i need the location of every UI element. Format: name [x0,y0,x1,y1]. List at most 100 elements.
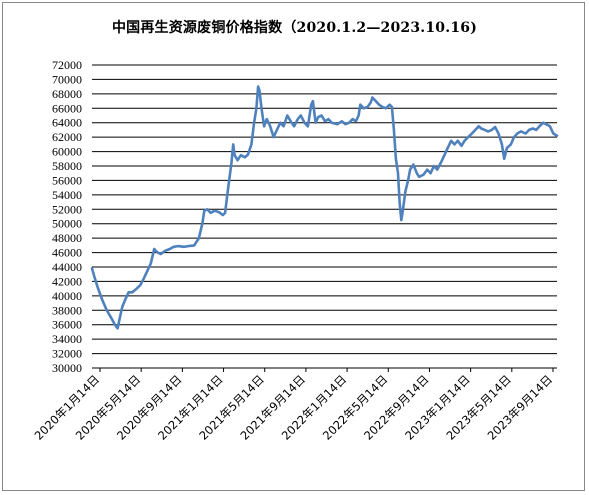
data-point-52 [266,118,268,120]
data-point-66 [312,100,314,102]
data-point-138 [542,122,544,124]
data-point-115 [463,140,466,142]
data-point-58 [286,114,288,117]
data-point-32 [210,212,212,214]
data-point-12 [131,291,133,293]
data-point-103 [422,174,425,176]
data-point-78 [355,120,357,122]
y-axis-tick-labels: 3000032000340003600038000400004200044000… [52,58,82,375]
y-tick-label-15: 60000 [52,145,82,159]
y-tick-label-12: 54000 [52,188,82,202]
data-point-29 [201,223,203,225]
data-point-102 [418,176,420,178]
data-point-91 [393,129,395,131]
data-point-77 [352,118,354,120]
y-tick-label-10: 50000 [52,217,82,231]
data-point-124 [494,126,496,128]
data-point-116 [467,136,469,138]
data-point-106 [433,165,435,167]
data-point-122 [487,130,489,132]
chart-title: 中国再生资源废铜价格指数（2020.1.2—2023.10.16) [111,20,478,36]
data-point-14 [139,284,141,286]
data-point-46 [253,122,255,124]
data-point-55 [276,129,278,131]
data-point-141 [552,132,554,135]
y-tick-label-2: 34000 [52,332,82,346]
data-point-85 [375,100,377,102]
data-point-41 [237,159,239,161]
data-point-18 [153,248,155,250]
y-tick-label-17: 64000 [52,116,82,130]
data-point-35 [222,214,224,216]
data-point-83 [370,101,372,104]
y-tick-label-1: 32000 [52,347,82,361]
data-point-74 [341,120,343,122]
data-point-120 [480,127,482,130]
data-point-63 [303,122,306,124]
data-point-68 [317,116,319,118]
y-tick-label-18: 66000 [52,101,82,115]
data-point-16 [146,270,149,272]
data-point-109 [443,154,445,156]
data-point-79 [358,114,360,117]
data-point-140 [549,125,551,127]
data-point-70 [324,120,326,122]
data-point-117 [471,132,473,135]
data-point-88 [385,107,387,109]
data-point-54 [273,136,275,138]
data-point-28 [198,237,200,239]
data-point-129 [510,143,512,145]
data-point-59 [290,120,292,122]
data-point-134 [528,129,530,131]
data-point-118 [474,129,476,131]
data-point-80 [359,104,361,106]
y-tick-label-5: 40000 [52,289,82,303]
y-tick-label-6: 42000 [52,274,82,288]
y-tick-label-7: 44000 [52,260,82,274]
data-point-44 [247,153,249,156]
data-point-96 [402,208,404,210]
data-point-98 [407,179,409,181]
series-layer [90,85,559,330]
data-point-21 [164,250,166,252]
data-point-139 [545,123,547,125]
data-point-36 [224,212,226,214]
data-point-60 [293,125,295,127]
data-point-47 [255,107,257,109]
data-point-37 [227,187,229,189]
data-point-108 [440,161,442,163]
data-point-113 [457,140,459,142]
x-axis: 2020年1月14日2020年5月14日2020年9月14日2021年1月14日… [32,367,557,443]
data-point-45 [250,143,252,145]
data-point-87 [381,106,383,108]
data-point-39 [232,143,234,145]
y-tick-label-4: 38000 [52,303,82,317]
data-point-100 [412,164,414,166]
data-point-43 [244,156,246,158]
y-tick-label-3: 36000 [52,318,82,332]
data-point-26 [187,245,190,247]
data-point-33 [214,210,216,212]
chart-frame [2,2,585,491]
data-point-65 [310,104,312,106]
data-point-24 [177,245,179,247]
data-point-22 [169,248,171,250]
data-point-82 [367,106,369,108]
data-point-133 [525,132,527,135]
data-point-112 [453,143,456,145]
data-point-75 [344,123,347,125]
data-point-61 [297,118,299,120]
data-point-31 [206,208,208,210]
data-point-23 [173,246,175,248]
data-point-3 [101,298,103,301]
data-point-64 [307,125,309,127]
data-point-84 [371,96,373,99]
data-point-99 [409,169,411,171]
data-point-19 [157,252,159,254]
data-point-111 [450,140,452,142]
data-point-17 [150,262,152,264]
data-point-114 [460,145,463,147]
gridlines [92,64,557,355]
y-tick-label-19: 68000 [52,87,82,101]
y-tick-label-0: 30000 [52,361,82,375]
